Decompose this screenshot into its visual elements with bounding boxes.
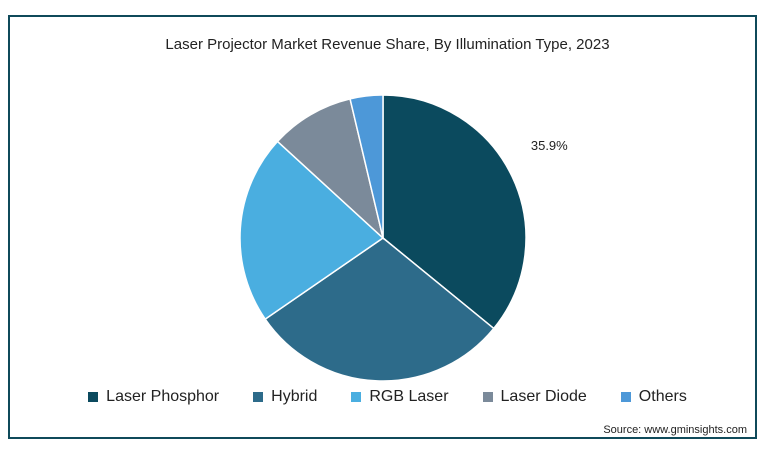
legend: Laser Phosphor Hybrid RGB Laser Laser Diode…: [0, 388, 775, 406]
legend-label: Laser Diode: [500, 388, 587, 405]
chart-title: Laser Projector Market Revenue Share, By…: [165, 36, 610, 53]
legend-item: Others: [620, 388, 687, 406]
legend-label: Others: [638, 388, 687, 405]
legend-label: Laser Phosphor: [106, 388, 220, 405]
legend-label: Hybrid: [271, 388, 318, 405]
legend-label: RGB Laser: [369, 388, 449, 405]
pie-slice-laser-phosphor: [382, 94, 527, 330]
source-note: Source: www.gminsights.com: [603, 424, 747, 436]
data-label: 35.9%: [531, 138, 568, 153]
legend-swatch: [88, 392, 99, 402]
pie-slice-rgb-laser: [239, 140, 385, 321]
legend-item: Laser Diode: [482, 388, 587, 406]
pie-slice-others: [349, 94, 384, 239]
legend-item: Hybrid: [253, 388, 317, 406]
legend-swatch: [620, 392, 631, 402]
legend-swatch: [253, 392, 264, 402]
legend-item: Laser Phosphor: [88, 388, 219, 406]
pie-slice-hybrid: [264, 237, 495, 382]
legend-swatch: [482, 392, 493, 402]
pie-slice-laser-diode: [276, 97, 385, 241]
legend-swatch: [351, 392, 362, 402]
legend-item: RGB Laser: [351, 388, 449, 406]
